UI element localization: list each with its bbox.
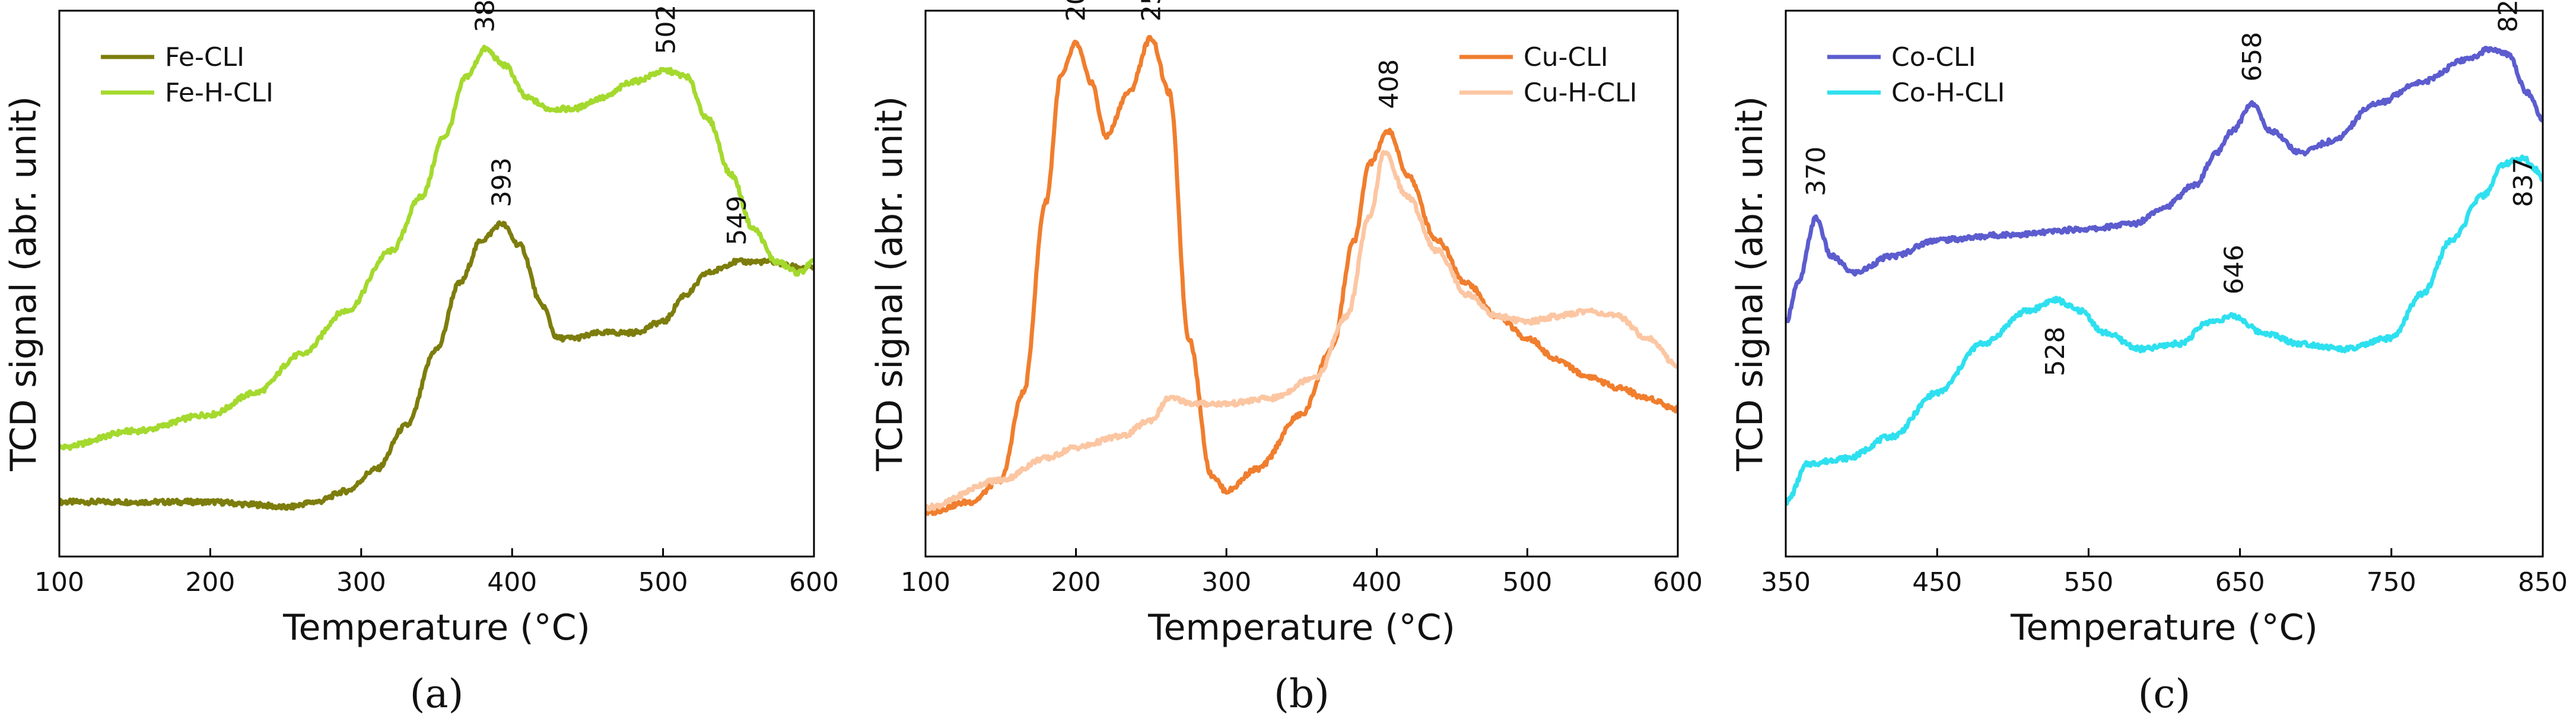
plot-frame-a bbox=[58, 9, 815, 558]
series-line-fe-h-cli bbox=[59, 44, 814, 452]
y-axis-title: TCD signal (abr. unit) bbox=[869, 96, 911, 472]
x-tick-label: 300 bbox=[336, 567, 386, 597]
legend-entry-cu-h-cli: Cu-H-CLI bbox=[1459, 78, 1637, 108]
x-tick-label: 400 bbox=[487, 567, 537, 597]
series-line-co-cli bbox=[1786, 46, 2543, 323]
x-tick-label: 450 bbox=[1912, 567, 1962, 597]
series-line-fe-cli bbox=[59, 220, 814, 511]
legend-entry-co-h-cli: Co-H-CLI bbox=[1827, 78, 2005, 108]
peak-label: 393 bbox=[486, 157, 517, 207]
legend-entry-fe-h-cli: Fe-H-CLI bbox=[101, 78, 273, 108]
peak-label: 837 bbox=[2508, 157, 2539, 207]
plot-frame-c bbox=[1785, 9, 2544, 558]
series-line-co-h-cli bbox=[1786, 154, 2543, 506]
panel-label-c: (c) bbox=[2138, 671, 2190, 717]
legend-label: Co-CLI bbox=[1891, 42, 1976, 72]
x-tick-label: 600 bbox=[789, 567, 839, 597]
x-tick-label: 100 bbox=[34, 567, 84, 597]
x-tick-label: 400 bbox=[1352, 567, 1402, 597]
legend-label: Cu-H-CLI bbox=[1524, 78, 1637, 108]
y-axis-title: TCD signal (abr. unit) bbox=[3, 96, 44, 472]
legend-entry-co-cli: Co-CLI bbox=[1827, 42, 1976, 72]
x-tick-label: 650 bbox=[2215, 567, 2265, 597]
x-tick-label: 750 bbox=[2367, 567, 2416, 597]
x-axis-title: Temperature (°C) bbox=[282, 607, 590, 648]
legend-label: Cu-CLI bbox=[1524, 42, 1608, 72]
legend-label: Fe-H-CLI bbox=[165, 78, 273, 108]
x-tick-label: 200 bbox=[1051, 567, 1101, 597]
x-tick-label: 550 bbox=[2063, 567, 2113, 597]
panel-label-a: (a) bbox=[410, 671, 464, 717]
peak-label: 827 bbox=[2493, 0, 2523, 33]
x-axis-title: Temperature (°C) bbox=[1147, 607, 1455, 648]
y-axis-title: TCD signal (abr. unit) bbox=[1729, 96, 1771, 472]
plot-frame-b bbox=[924, 9, 1679, 558]
x-tick-label: 300 bbox=[1201, 567, 1251, 597]
x-tick-label: 500 bbox=[638, 567, 688, 597]
series-line-cu-h-cli bbox=[926, 150, 1678, 512]
x-tick-label: 600 bbox=[1653, 567, 1703, 597]
legend-entry-cu-cli: Cu-CLI bbox=[1459, 42, 1608, 72]
x-tick-label: 850 bbox=[2518, 567, 2568, 597]
series-line-cu-cli bbox=[926, 34, 1678, 516]
legend-label: Fe-CLI bbox=[165, 42, 244, 72]
legend-label: Co-H-CLI bbox=[1891, 78, 2005, 108]
x-axis-title: Temperature (°C) bbox=[2010, 607, 2318, 648]
x-tick-label: 350 bbox=[1761, 567, 1811, 597]
chart-panel-a: 100 200 300 400 500 600 Temperature (°C) TCD si… bbox=[3, 0, 839, 717]
chart-panel-b: 100 200 300 400 500 600 Temperature (°C) TCD si… bbox=[869, 0, 1703, 717]
panel-label-b: (b) bbox=[1274, 671, 1330, 717]
peak-label: 408 bbox=[1374, 59, 1404, 109]
peak-label: 382 bbox=[470, 0, 500, 33]
legend-entry-fe-cli: Fe-CLI bbox=[101, 42, 244, 72]
peak-label: 528 bbox=[2040, 326, 2071, 376]
x-tick-label: 500 bbox=[1502, 567, 1552, 597]
x-tick-label: 100 bbox=[901, 567, 950, 597]
peak-label: 200 bbox=[1061, 0, 1092, 21]
chart-panel-c: 350 450 550 650 750 850 Temperature (°C) TCD si… bbox=[1729, 0, 2568, 717]
peak-label: 250 bbox=[1136, 0, 1166, 21]
peak-label: 658 bbox=[2237, 32, 2267, 82]
peak-label: 370 bbox=[1801, 147, 1831, 196]
peak-label: 549 bbox=[722, 196, 752, 246]
x-tick-label: 200 bbox=[185, 567, 235, 597]
peak-label: 646 bbox=[2219, 244, 2249, 294]
peak-label: 502 bbox=[651, 5, 682, 55]
